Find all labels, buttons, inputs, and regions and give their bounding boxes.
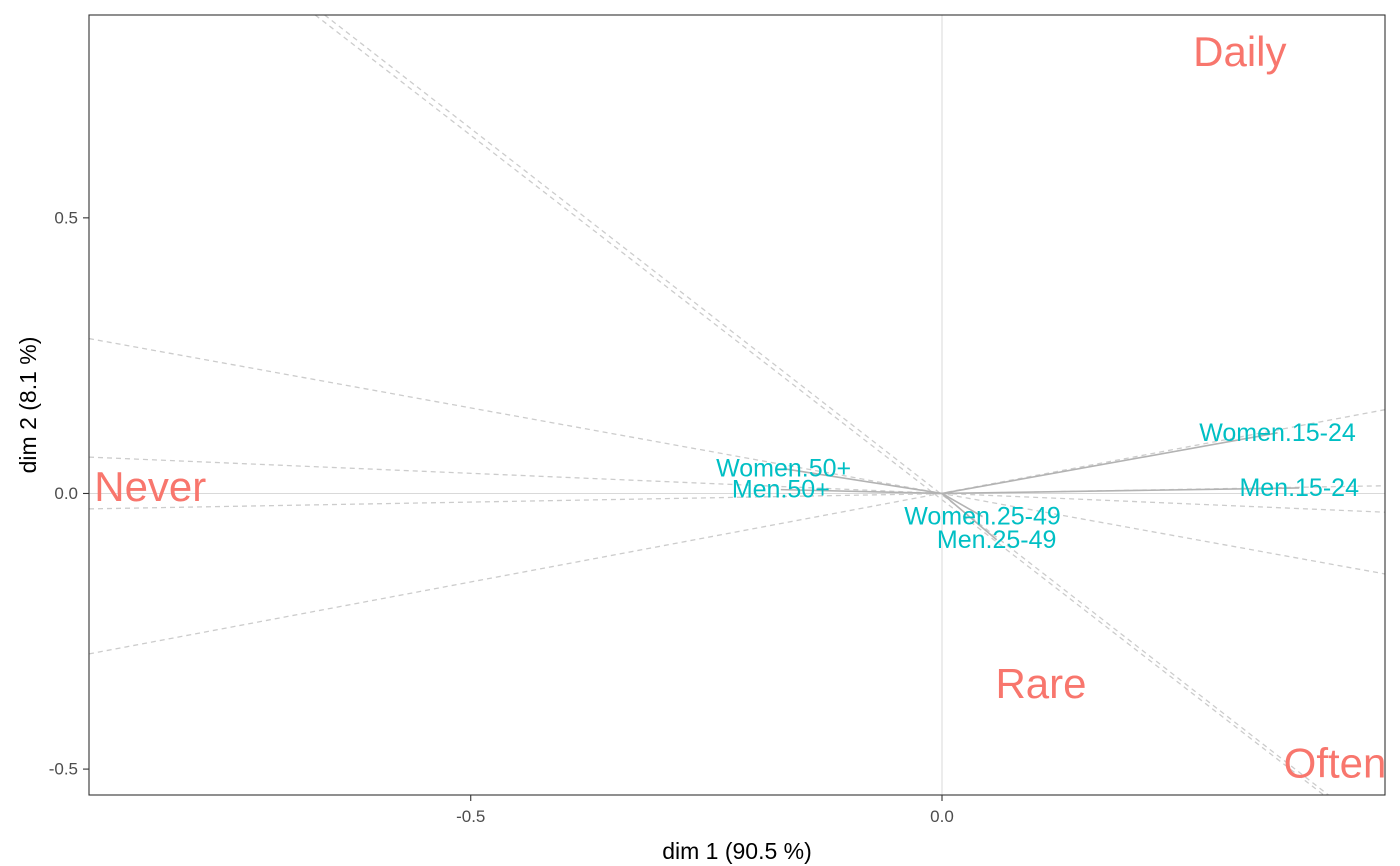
projection-line-4 <box>88 409 1386 655</box>
y-tick-label-2: 0.0 <box>54 484 78 503</box>
point-label-daily: Daily <box>1193 28 1286 75</box>
y-axis-title: dim 2 (8.1 %) <box>15 337 41 474</box>
point-label-men-15-24: Men.15-24 <box>1239 474 1359 502</box>
row-segment-2 <box>941 487 1300 495</box>
x-tick-label-2: 0.0 <box>930 807 954 826</box>
y-tick-label-3: -0.5 <box>49 760 78 779</box>
point-label-often: Often <box>1284 740 1387 787</box>
point-label-men-50-: Men.50+ <box>732 476 830 504</box>
point-label-never: Never <box>94 463 206 510</box>
point-label-women-15-24: Women.15-24 <box>1199 419 1356 447</box>
row-segment-6 <box>941 492 998 541</box>
row-segment-3 <box>783 467 943 495</box>
point-label-women-25-49: Women.25-49 <box>904 503 1061 531</box>
row-segment-4 <box>780 488 943 495</box>
projection-line-2 <box>88 456 1386 513</box>
plot-background <box>89 15 1385 795</box>
point-label-women-50-: Women.50+ <box>716 455 851 483</box>
row-segment-5 <box>941 492 983 518</box>
row-segment-1 <box>941 432 1278 495</box>
axes: -0.5 0.0 0.5 0.0 -0.5 <box>49 208 954 826</box>
point-labels: Women.15-24 Men.15-24 Women.50+Men.50+ Wome… <box>94 28 1386 787</box>
y-tick-label-1: 0.5 <box>54 208 78 227</box>
projection-line-5 <box>324 14 1329 796</box>
x-tick-label-1: -0.5 <box>456 807 485 826</box>
point-label-men-25-49: Men.25-49 <box>937 526 1057 554</box>
plot-border <box>88 14 1386 796</box>
projection-line-6 <box>314 14 1325 796</box>
reference-lines <box>89 15 1385 795</box>
point-label-rare: Rare <box>995 660 1086 707</box>
x-axis-title: dim 1 (90.5 %) <box>662 838 812 864</box>
row-segments <box>780 432 1300 541</box>
projection-line-1 <box>88 337 1386 575</box>
